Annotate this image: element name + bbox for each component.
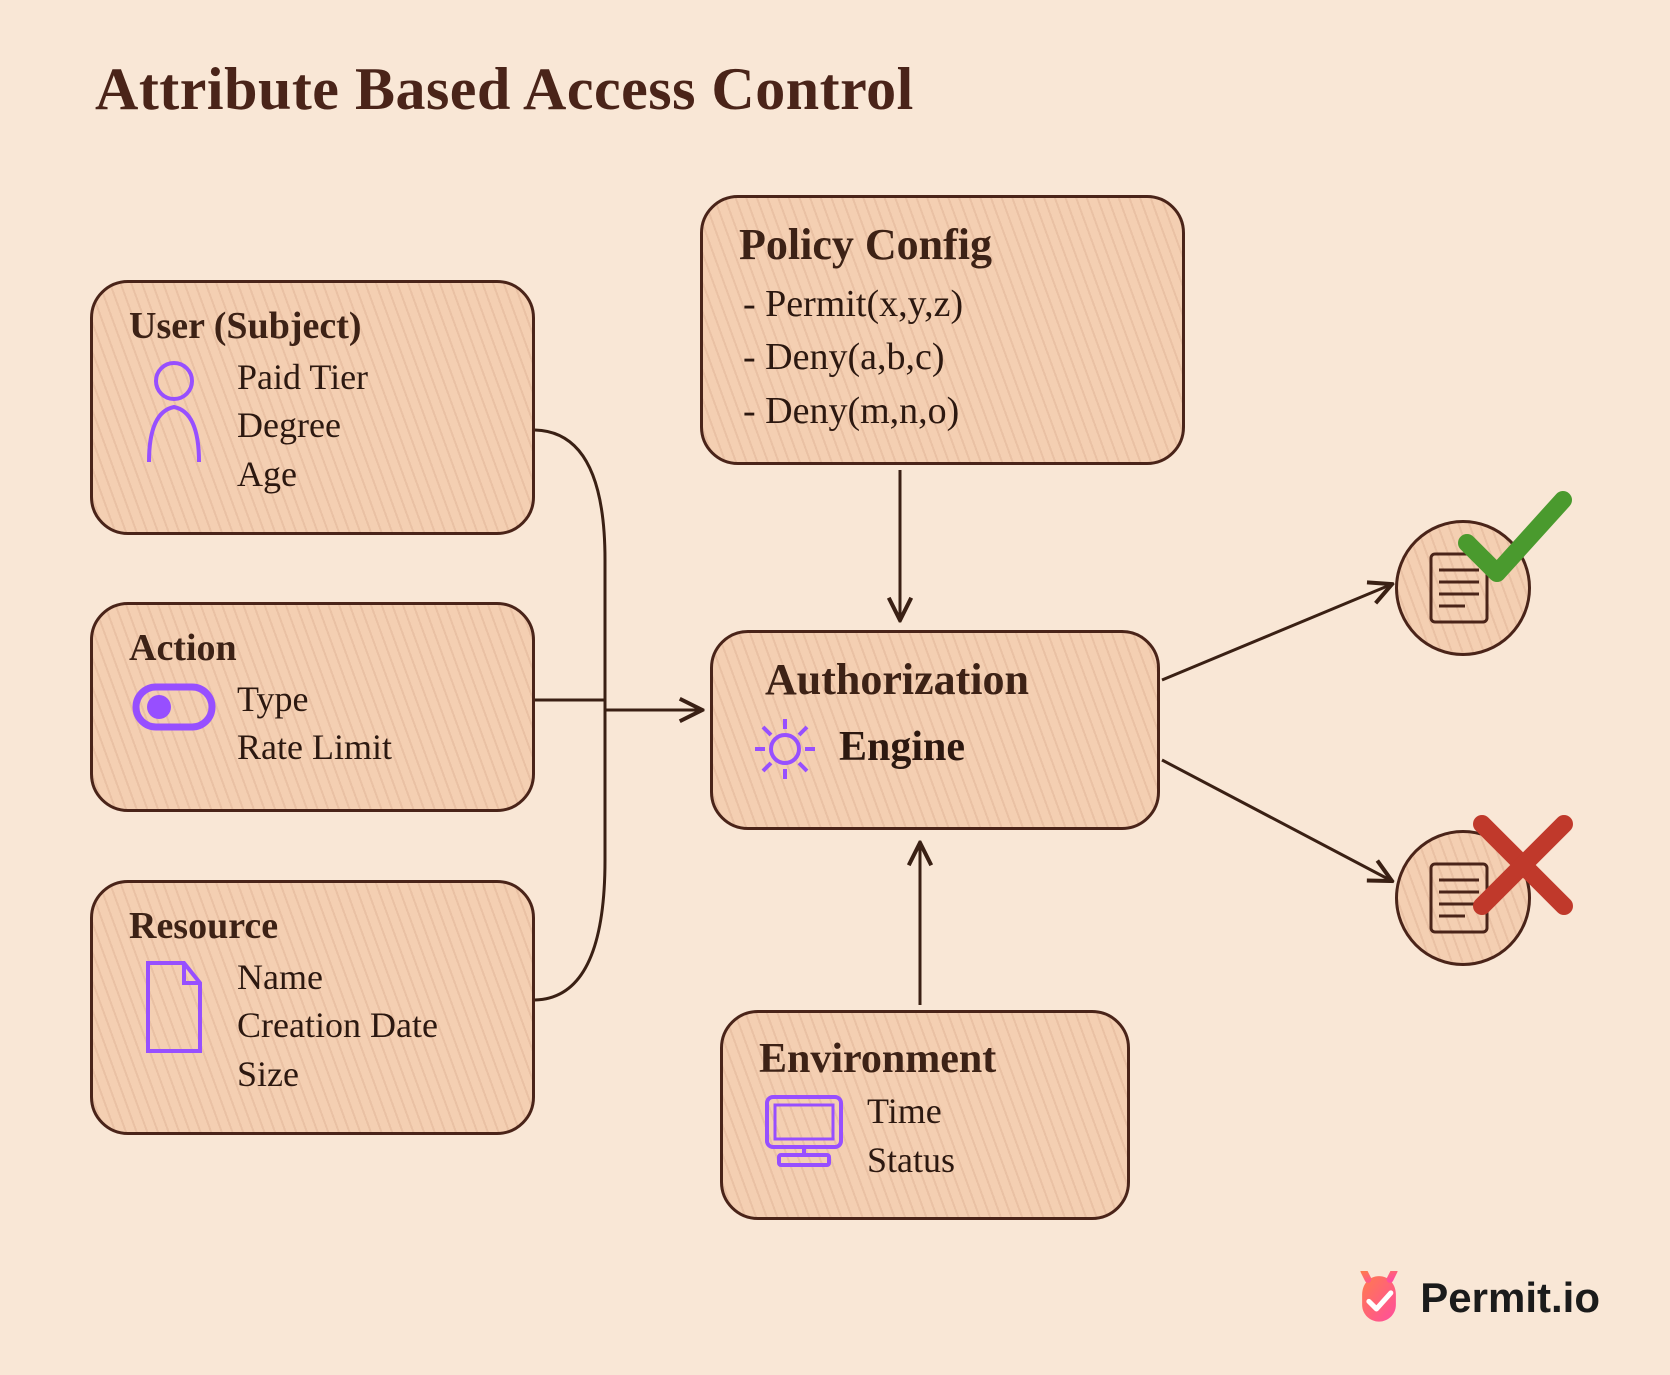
file-icon xyxy=(129,957,219,1057)
attr-item: Size xyxy=(237,1050,438,1099)
box-policy-lines: Permit(x,y,z) Deny(a,b,c) Deny(m,n,o) xyxy=(743,278,1154,438)
box-action-title: Action xyxy=(129,629,504,669)
policy-line: Permit(x,y,z) xyxy=(743,278,1154,331)
attr-item: Name xyxy=(237,953,438,1002)
policy-line: Deny(m,n,o) xyxy=(743,385,1154,438)
attr-item: Type xyxy=(237,675,392,724)
edge-engine-to-allow xyxy=(1162,585,1390,680)
attr-item: Time xyxy=(867,1087,955,1136)
box-user: User (Subject) Paid Tier Degree Age xyxy=(90,280,535,535)
box-engine-subtitle: Engine xyxy=(839,723,965,771)
toggle-icon xyxy=(129,679,219,735)
box-env-title: Environment xyxy=(759,1037,1099,1081)
box-engine-title: Authorization xyxy=(765,657,1129,703)
attr-item: Age xyxy=(237,450,368,499)
box-user-attrs: Paid Tier Degree Age xyxy=(237,353,368,499)
cross-icon xyxy=(1468,810,1578,920)
diagram-stage: Attribute Based Access Control User (Sub… xyxy=(0,0,1670,1375)
user-icon xyxy=(129,357,219,467)
brand-text: Permit.io xyxy=(1420,1274,1600,1322)
policy-line: Deny(a,b,c) xyxy=(743,331,1154,384)
edge-user-to-merge xyxy=(535,430,605,700)
box-engine: Authorization Engine xyxy=(710,630,1160,830)
attr-item: Degree xyxy=(237,401,368,450)
attr-item: Rate Limit xyxy=(237,723,392,772)
box-env-attrs: Time Status xyxy=(867,1087,955,1184)
box-action: Action Type Rate Limit xyxy=(90,602,535,812)
box-resource: Resource Name Creation Date Size xyxy=(90,880,535,1135)
checkmark-icon xyxy=(1455,488,1575,598)
edge-engine-to-deny xyxy=(1162,760,1390,880)
edge-resource-to-merge xyxy=(535,700,605,1000)
brand-logo: Permit.io xyxy=(1352,1271,1600,1325)
box-policy: Policy Config Permit(x,y,z) Deny(a,b,c) … xyxy=(700,195,1185,465)
gear-icon xyxy=(749,713,821,785)
computer-icon xyxy=(759,1091,849,1171)
box-resource-attrs: Name Creation Date Size xyxy=(237,953,438,1099)
box-resource-title: Resource xyxy=(129,907,504,947)
permit-logo-icon xyxy=(1352,1271,1406,1325)
attr-item: Status xyxy=(867,1136,955,1185)
box-user-title: User (Subject) xyxy=(129,307,504,347)
box-action-attrs: Type Rate Limit xyxy=(237,675,392,772)
diagram-title: Attribute Based Access Control xyxy=(95,55,914,124)
attr-item: Paid Tier xyxy=(237,353,368,402)
box-policy-title: Policy Config xyxy=(739,222,1154,268)
attr-item: Creation Date xyxy=(237,1001,438,1050)
box-environment: Environment Time Status xyxy=(720,1010,1130,1220)
